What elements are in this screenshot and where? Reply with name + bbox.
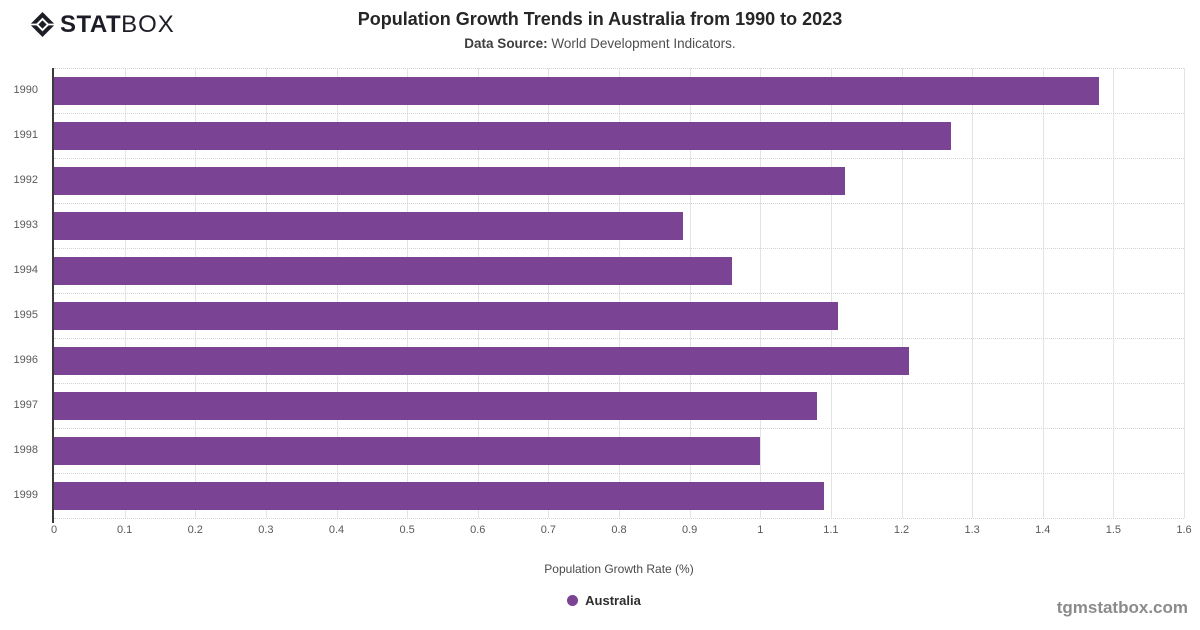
page-title: Population Growth Trends in Australia fr…: [357, 9, 843, 29]
logo-wordmark: STATBOX: [60, 10, 175, 38]
gridline-horizontal: [54, 113, 1184, 114]
y-tick-label: 1999: [13, 489, 38, 501]
y-tick-label: 1995: [13, 309, 38, 321]
subtitle-label: Data Source:: [464, 36, 548, 51]
gridline-horizontal: [54, 428, 1184, 429]
gridline-horizontal: [54, 383, 1184, 384]
y-axis-labels: 1990 1991 1992 1993 1994 1995 1996 1997 1998 1999: [0, 68, 45, 518]
x-tick-label: 1: [757, 524, 764, 536]
x-tick-label: 0.6: [470, 524, 486, 536]
x-tick-label: 0.8: [611, 524, 627, 536]
x-tick-label: 0.5: [399, 524, 415, 536]
x-tick-label: 1.5: [1105, 524, 1122, 536]
x-tick-label: 0.7: [540, 524, 557, 536]
x-tick-label: 1.4: [1035, 524, 1051, 536]
bar-1993: [54, 211, 683, 240]
x-tick-label: 0.2: [187, 524, 203, 536]
y-tick-label: 1993: [13, 219, 38, 231]
chart-subtitle: Data Source: World Development Indicator…: [0, 36, 1200, 51]
x-tick-label: 0.4: [328, 524, 345, 536]
y-tick-label: 1998: [13, 444, 38, 456]
statbox-logo-icon: [30, 12, 55, 37]
gridline-horizontal: [54, 518, 1184, 519]
x-tick-label: 0: [50, 524, 58, 536]
y-axis-line: [52, 68, 54, 523]
y-tick-label: 1997: [13, 399, 38, 411]
subtitle-text: World Development Indicators.: [551, 36, 736, 51]
legend-color-dot: [567, 595, 579, 606]
header: Population Growth Trends in Australia fr…: [0, 0, 1200, 51]
bar-1996: [54, 346, 909, 375]
bar-1999: [54, 481, 824, 510]
legend-label: Australia: [585, 593, 641, 608]
gridline-horizontal: [54, 248, 1184, 249]
x-tick-label: 0.1: [116, 524, 133, 536]
x-axis-title: Population Growth Rate (%): [544, 562, 694, 576]
bar-1997: [54, 391, 817, 420]
gridline-horizontal: [54, 473, 1184, 474]
bar-1992: [54, 166, 845, 195]
bar-1990: [54, 76, 1100, 105]
y-tick-label: 1991: [13, 129, 38, 141]
y-tick-label: 1990: [13, 84, 38, 96]
gridline-horizontal: [54, 158, 1184, 159]
y-tick-label: 1996: [13, 354, 38, 366]
x-tick-label: 1.1: [823, 524, 839, 536]
y-tick-label: 1992: [13, 174, 38, 186]
x-tick-label: 1.2: [893, 524, 910, 536]
logo-box: BOX: [121, 10, 175, 38]
x-tick-label: 0.9: [681, 524, 698, 536]
gridline-horizontal: [54, 203, 1184, 204]
gridline-vertical: [1184, 68, 1185, 518]
x-tick-label: 1.3: [964, 524, 980, 536]
bar-1998: [54, 436, 761, 465]
x-axis-tick-labels: 0 0.1 0.2 0.3 0.4 0.5 0.6 0.7 0.8 0.9 1 1.1 1.2 1.3 1.…: [50, 524, 1192, 540]
gridline-horizontal: [54, 68, 1184, 69]
x-tick-label: 0.3: [258, 524, 274, 536]
logo-stat: STAT: [60, 10, 122, 38]
gridline-horizontal: [54, 338, 1184, 339]
plot-area: [54, 68, 1185, 519]
x-tick-label: 1.6: [1176, 524, 1192, 536]
gridline-horizontal: [54, 293, 1184, 294]
bar-1994: [54, 256, 732, 285]
bar-1995: [54, 301, 838, 330]
watermark: tgmstatbox.com: [1056, 598, 1188, 617]
legend: Australia: [54, 593, 1154, 608]
statbox-logo: STATBOX: [30, 12, 175, 37]
bar-1991: [54, 121, 951, 150]
y-tick-label: 1994: [13, 264, 38, 276]
